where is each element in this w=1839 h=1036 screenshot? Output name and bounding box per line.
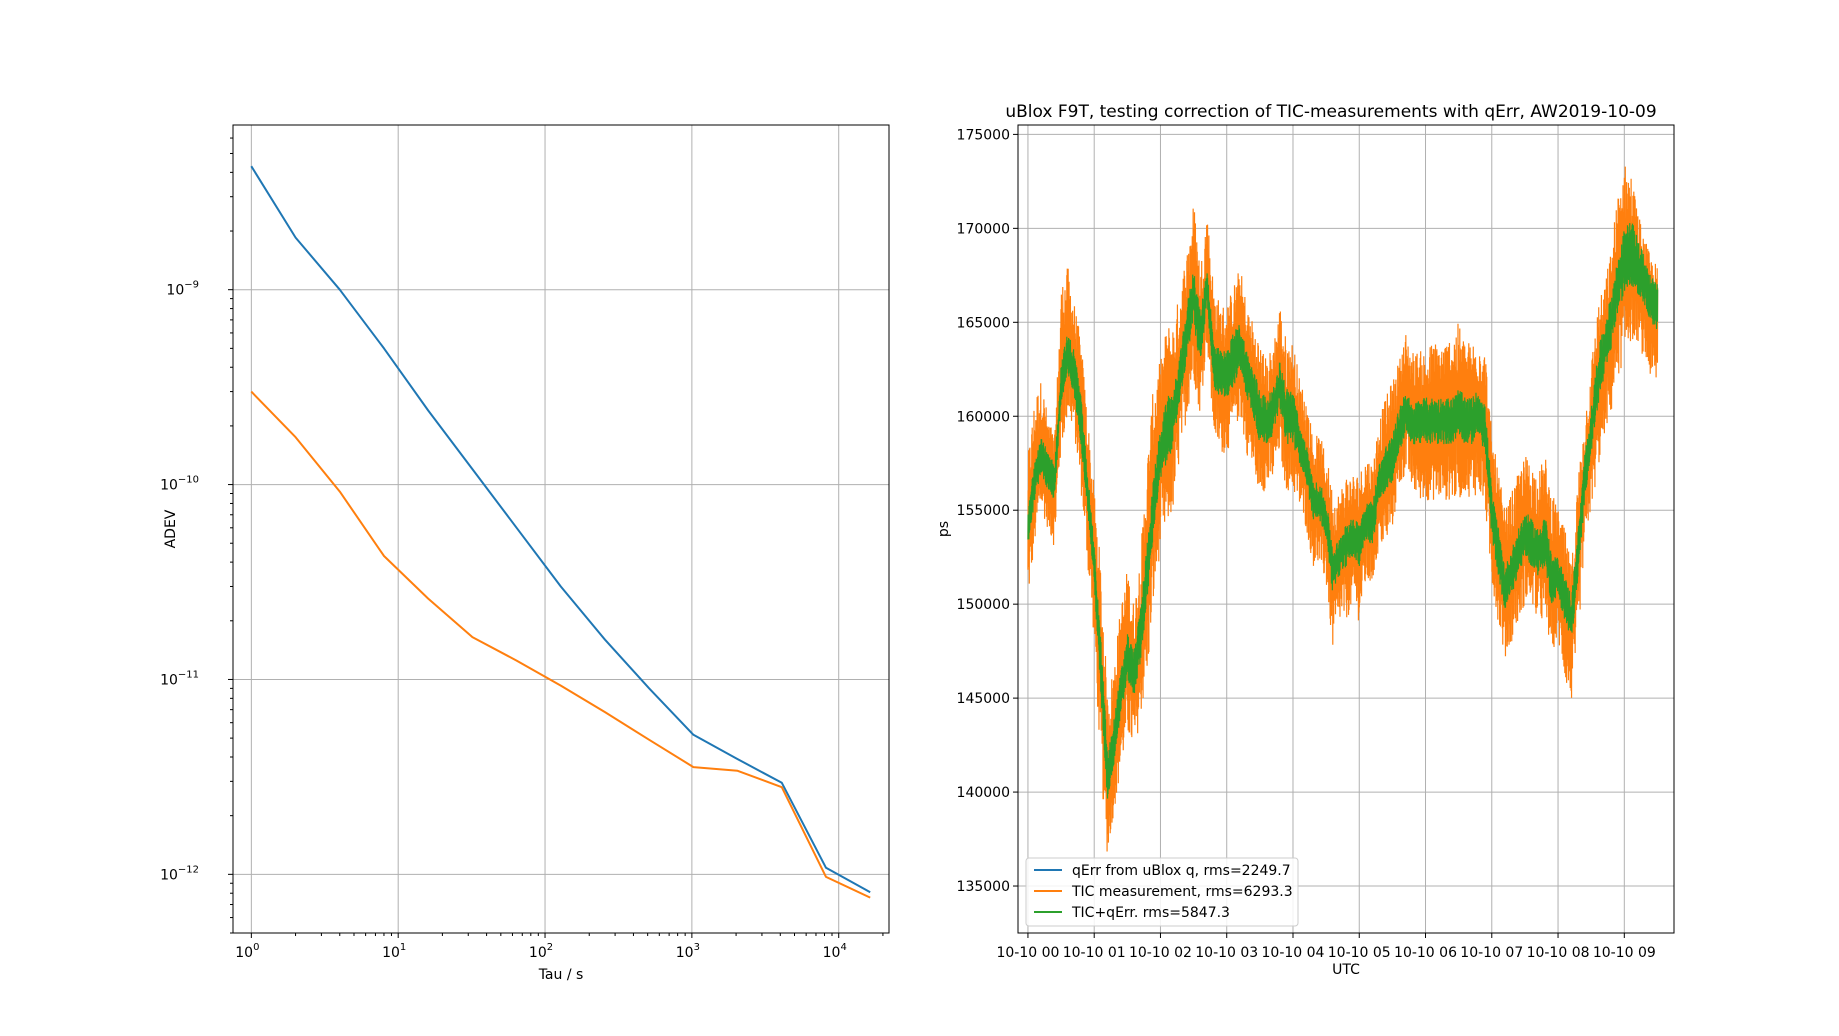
timeseries-y-axis-label: ps [936,521,952,537]
timeseries-title: uBlox F9T, testing correction of TIC-mea… [1005,102,1656,122]
adev-series [250,165,871,899]
timeseries-x-axis-label: UTC [1332,962,1360,978]
timeseries-x-tick-label: 10-10 06 [1394,945,1457,961]
legend: qErr from uBlox q, rms=2249.7 TIC measur… [1025,857,1299,927]
adev-y-axis-label: ADEV [163,509,179,548]
adev-y-tick-exponent: −9 [184,280,199,291]
legend-box [1025,857,1299,927]
timeseries-y-tick-label: 155000 [957,503,1010,519]
timeseries-x-tick-label: 10-10 05 [1328,945,1391,961]
timeseries-x-tick-label: 10-10 08 [1527,945,1590,961]
timeseries-x-tick-label: 10-10 02 [1129,945,1192,961]
timeseries-x-tick-label: 10-10 09 [1593,945,1656,961]
timeseries-x-tick-label: 10-10 01 [1063,945,1126,961]
adev-x-tick-exponent: 3 [694,942,700,953]
adev-x-tick-exponent: 0 [253,942,259,953]
adev-series-1-line [250,390,871,899]
timeseries-chart: uBlox F9T, testing correction of TIC-mea… [936,102,1675,978]
timeseries-axes-frame [1017,124,1675,934]
adev-axes-frame [232,124,890,934]
adev-x-axis-label: Tau / s [538,967,584,983]
adev-y-tick-exponent: −11 [178,669,199,680]
timeseries-y-tick-label: 145000 [957,691,1010,707]
timeseries-y-tick-label: 175000 [957,127,1010,143]
adev-y-tick-exponent: −10 [178,475,199,486]
timeseries-y-tick-label: 160000 [957,409,1010,425]
adev-x-tick-exponent: 2 [547,942,553,953]
timeseries-x-tick-label: 10-10 00 [996,945,1059,961]
legend-label-tic: TIC measurement, rms=6293.3 [1071,884,1293,900]
timeseries-y-tick-label: 140000 [957,785,1010,801]
timeseries-y-tick-label: 150000 [957,597,1010,613]
timeseries-ticks: 10-10 00 10-10 01 10-10 02 10-10 03 10-10 04… [957,127,1656,961]
adev-x-tick-exponent: 1 [400,942,406,953]
timeseries-x-tick-label: 10-10 07 [1460,945,1523,961]
timeseries-x-tick-label: 10-10 04 [1262,945,1325,961]
legend-label-tic-qerr: TIC+qErr. rms=5847.3 [1071,905,1230,921]
timeseries-y-tick-label: 165000 [957,315,1010,331]
legend-label-qerr: qErr from uBlox q, rms=2249.7 [1072,863,1291,879]
adev-grid [233,125,889,933]
timeseries-x-tick-label: 10-10 03 [1195,945,1258,961]
timeseries-series [1027,166,1659,852]
timeseries-series-2-band [1027,223,1659,799]
timeseries-y-tick-label: 170000 [957,221,1010,237]
adev-series-0-line [250,165,871,894]
adev-y-tick-exponent: −12 [178,864,199,875]
adev-x-tick-exponent: 4 [840,942,846,953]
timeseries-y-tick-label: 135000 [957,879,1010,895]
